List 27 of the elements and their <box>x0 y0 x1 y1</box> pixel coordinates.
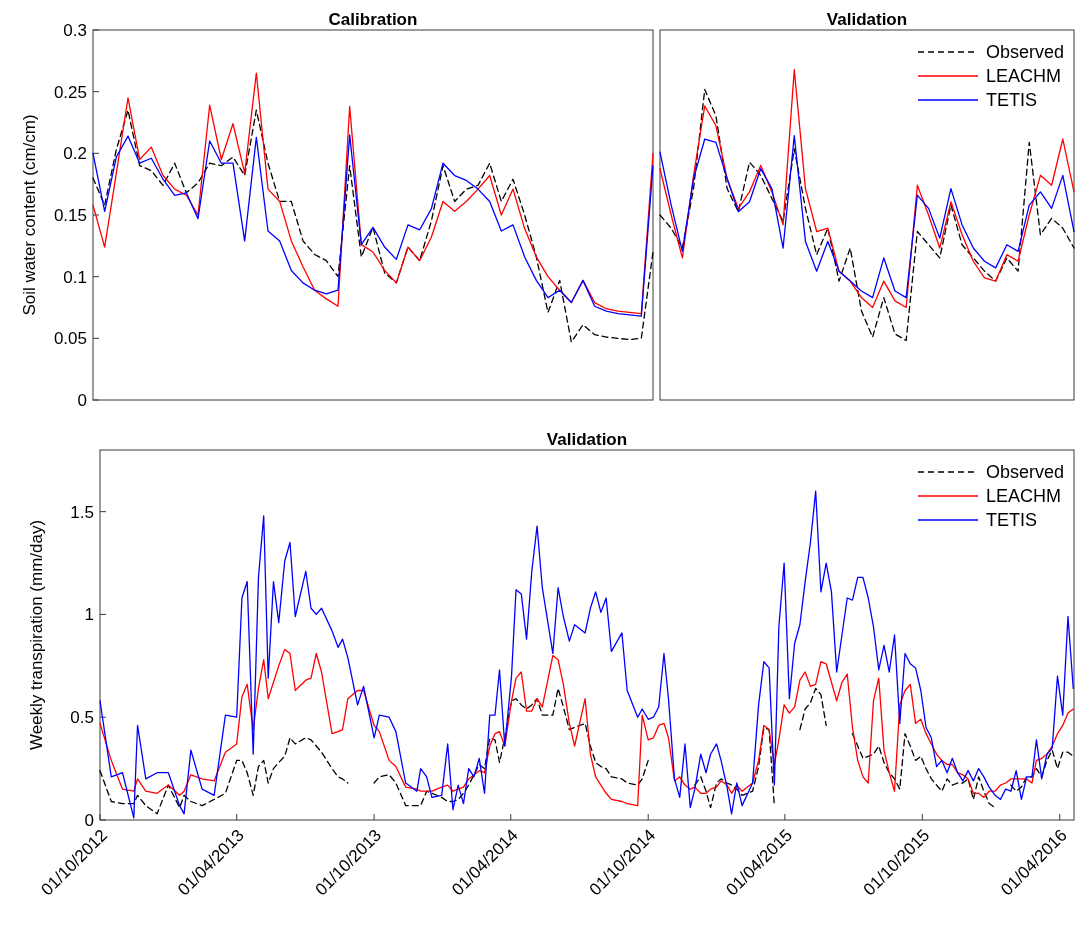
legend-label: TETIS <box>986 510 1038 531</box>
y-tick-label: 0.2 <box>63 144 87 164</box>
y-tick-label: 1 <box>84 605 94 625</box>
y-tick-label: 0.5 <box>70 708 94 728</box>
legend-label: LEACHM <box>986 486 1062 507</box>
legend-label: TETIS <box>986 90 1038 111</box>
legend-label: LEACHM <box>986 66 1062 87</box>
y-tick-label: 0.3 <box>63 20 87 40</box>
y-tick-label: 0 <box>77 390 87 410</box>
chart-title: Validation <box>826 10 908 29</box>
y-tick-label: 0.25 <box>53 82 87 102</box>
y-tick-label: 0.05 <box>53 329 87 349</box>
y-tick-label: 0 <box>84 810 94 830</box>
legend-label: Observed <box>986 462 1065 483</box>
chart-title: Calibration <box>328 10 418 29</box>
line-series <box>92 134 654 317</box>
y-tick-label: 0.1 <box>63 267 87 287</box>
y-axis-title: Weekly transpiration (mm/day) <box>27 519 46 751</box>
legend-label: Observed <box>986 42 1065 63</box>
line-series <box>99 648 1074 807</box>
chart-title: Validation <box>546 430 628 449</box>
y-tick-label: 1.5 <box>70 502 94 522</box>
y-tick-label: 0.15 <box>53 205 87 225</box>
y-axis-title: Soil water content (cm/cm) <box>20 114 39 316</box>
line-series <box>92 72 654 315</box>
line-series <box>92 109 654 343</box>
line-series <box>99 490 1074 819</box>
